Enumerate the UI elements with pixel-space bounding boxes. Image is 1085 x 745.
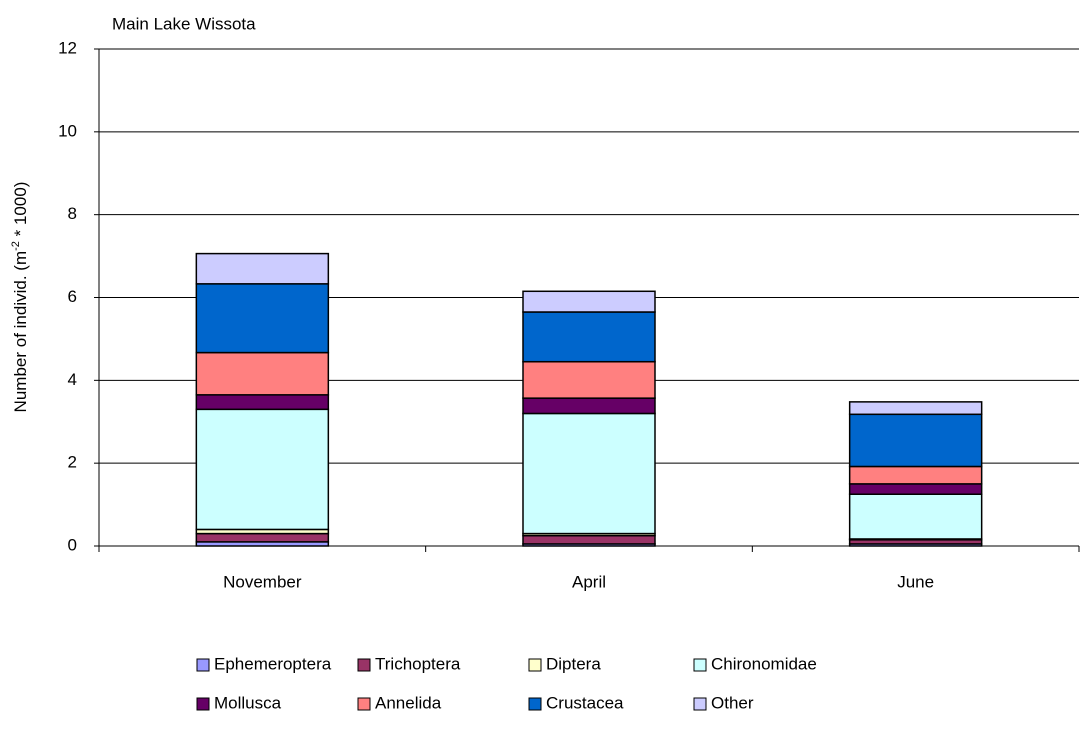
bar-segment <box>195 408 330 531</box>
legend-swatch <box>693 697 707 711</box>
legend-label: Crustacea <box>546 693 624 712</box>
y-label-b: * 1000) <box>11 182 30 242</box>
bar-segment <box>195 532 330 543</box>
bar-segment <box>522 534 656 545</box>
bar-segment <box>195 283 330 354</box>
y-tick-label: 2 <box>68 453 77 472</box>
legend-label: Trichoptera <box>375 654 461 673</box>
bar-segment <box>522 311 656 363</box>
bar-segment <box>848 413 983 468</box>
legend-swatch <box>693 658 707 672</box>
y-tick-label: 0 <box>68 535 77 554</box>
y-label-sup: -2 <box>10 241 22 251</box>
legend-swatch <box>357 658 371 672</box>
bar-segment <box>848 465 983 485</box>
y-label-a: Number of individ. (m <box>11 251 30 413</box>
y-tick-label: 12 <box>58 38 77 57</box>
bar-segment <box>195 351 330 396</box>
legend-label: Annelida <box>375 693 442 712</box>
legend-swatch <box>196 658 210 672</box>
legend-label: Mollusca <box>214 693 282 712</box>
bar-segment <box>522 290 656 313</box>
legend-swatch <box>357 697 371 711</box>
bar-segment <box>195 252 330 285</box>
chart-title: Main Lake Wissota <box>112 14 256 33</box>
legend-swatch <box>528 658 542 672</box>
bar-segment <box>522 397 656 415</box>
bar-segment <box>848 401 983 416</box>
x-tick-label: June <box>897 572 934 591</box>
legend-swatch <box>196 697 210 711</box>
bar-segment <box>522 360 656 399</box>
bar-segment <box>195 394 330 411</box>
legend-label: Chironomidae <box>711 654 817 673</box>
y-tick-label: 10 <box>58 121 77 140</box>
y-tick-label: 4 <box>68 370 77 389</box>
legend-label: Ephemeroptera <box>214 654 332 673</box>
bar-segment <box>848 483 983 495</box>
legend-swatch <box>528 697 542 711</box>
y-axis-label: Number of individ. (m-2 * 1000) <box>10 182 31 413</box>
x-tick-label: April <box>572 572 606 591</box>
legend-label: Diptera <box>546 654 601 673</box>
bar-segment <box>848 493 983 540</box>
x-tick-label: November <box>223 572 302 591</box>
legend-label: Other <box>711 693 754 712</box>
y-tick-label: 6 <box>68 287 77 306</box>
bar-segment <box>522 412 656 535</box>
y-tick-label: 8 <box>68 204 77 223</box>
